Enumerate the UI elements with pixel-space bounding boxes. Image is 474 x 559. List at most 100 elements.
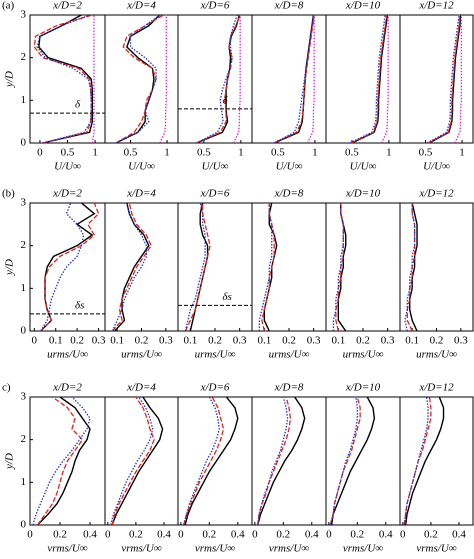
x-tick-label: 0.1 <box>49 335 63 347</box>
y-tick-label: 1 <box>21 94 27 106</box>
x-axis-label: U/U∞ <box>202 161 229 173</box>
panel-title: x/D=10 <box>345 0 381 12</box>
x-tick-label: 0.3 <box>307 335 321 347</box>
x-tick-label: 1 <box>312 147 318 159</box>
profile-line <box>40 203 100 331</box>
profile-line <box>232 15 241 143</box>
panel-title: x/D=12 <box>418 188 454 200</box>
x-axis-label: U/U∞ <box>128 161 155 173</box>
profile-line <box>159 15 167 143</box>
x-tick-label: 0 <box>400 529 406 541</box>
x-tick-label: 0.2 <box>350 529 364 541</box>
profile-line <box>115 15 161 143</box>
profile-line <box>349 15 386 143</box>
x-tick-label: 0.4 <box>379 529 393 541</box>
x-tick-label: 1 <box>238 147 244 159</box>
x-tick-label: 0.5 <box>419 147 433 159</box>
x-axis-label: urms/U∞ <box>195 349 236 361</box>
x-tick-label: 0.5 <box>61 147 75 159</box>
profile-line <box>403 397 432 525</box>
profile-line <box>196 15 241 143</box>
x-axis-label: urms/U∞ <box>47 349 88 361</box>
profile-line <box>404 203 416 331</box>
panel-title: x/D=2 <box>52 382 82 394</box>
plot-frame <box>177 202 253 332</box>
plot-frame <box>399 202 474 332</box>
profile-line <box>351 15 389 143</box>
x-axis-label: U/U∞ <box>423 161 450 173</box>
profile-line <box>184 203 206 331</box>
plot-frame <box>177 14 253 144</box>
x-axis-label: urms/U∞ <box>343 349 384 361</box>
panel-label: c) <box>2 382 11 394</box>
profile-line <box>257 397 289 525</box>
plot-frame <box>104 14 179 144</box>
profile-line <box>111 397 164 525</box>
profile-line <box>273 15 315 143</box>
x-axis-label: U/U∞ <box>276 161 303 173</box>
profile-line <box>337 203 347 331</box>
profile-line <box>40 203 96 331</box>
profile-line <box>330 397 376 525</box>
x-axis-label: urms/U∞ <box>121 349 162 361</box>
profile-line <box>184 397 239 525</box>
profile-line <box>36 15 92 143</box>
panel-title: x/D=4 <box>126 0 156 12</box>
x-tick-label: 0.2 <box>53 529 67 541</box>
y-tick-label: 3 <box>21 391 27 403</box>
x-tick-label: 0.2 <box>202 529 216 541</box>
x-tick-label: 0 <box>105 529 111 541</box>
x-axis-label: vrms/U∞ <box>195 543 235 555</box>
panel-title: x/D=10 <box>345 382 381 394</box>
panel-title: x/D=8 <box>274 382 304 394</box>
profile-line <box>115 15 161 143</box>
x-tick-label: 0.5 <box>271 147 285 159</box>
y-tick-label: 2 <box>21 51 27 63</box>
annotation: δ <box>75 99 81 111</box>
profile-line <box>273 15 315 143</box>
x-tick-label: 0.2 <box>70 335 84 347</box>
profile-line <box>91 15 95 143</box>
x-axis-label: vrms/U∞ <box>121 543 161 555</box>
x-tick-label: 0.2 <box>282 335 296 347</box>
y-axis-label: y/D <box>4 259 16 276</box>
plot-frame <box>399 14 474 144</box>
plot-frame <box>251 14 327 144</box>
profile-line <box>109 397 154 525</box>
x-tick-label: 0.2 <box>135 335 149 347</box>
profile-line <box>273 15 315 143</box>
annotation: δs <box>222 291 231 303</box>
x-tick-label: 0.4 <box>305 529 319 541</box>
panel-title: x/D=6 <box>200 0 230 12</box>
x-axis-label: urms/U∞ <box>269 349 310 361</box>
profile-line <box>36 397 84 525</box>
plot-frame <box>177 396 253 526</box>
profile-line <box>38 15 94 143</box>
x-tick-label: 0.2 <box>424 529 438 541</box>
panel-label: (b) <box>2 188 15 200</box>
x-tick-label: 0.2 <box>356 335 370 347</box>
profile-line <box>183 397 220 525</box>
profile-line <box>329 397 358 525</box>
panel-title: x/D=2 <box>52 188 82 200</box>
x-tick-label: 0 <box>252 529 258 541</box>
x-tick-label: 0.4 <box>452 529 466 541</box>
profile-line <box>428 15 461 143</box>
x-tick-label: 0.5 <box>124 147 138 159</box>
x-tick-label: 1 <box>92 147 98 159</box>
profile-line <box>426 15 460 143</box>
x-axis-label: vrms/U∞ <box>47 543 87 555</box>
x-tick-label: 1 <box>386 147 392 159</box>
panel-title: x/D=6 <box>200 382 230 394</box>
panel-title: x/D=10 <box>345 188 381 200</box>
x-tick-label: 0.5 <box>197 147 211 159</box>
x-tick-label: 0.5 <box>345 147 359 159</box>
profile-line <box>184 203 211 331</box>
x-tick-label: 0.3 <box>454 335 468 347</box>
x-tick-label: 0 <box>32 335 38 347</box>
x-axis-label: U/U∞ <box>54 161 81 173</box>
x-tick-label: 0 <box>27 529 33 541</box>
x-tick-label: 0 <box>326 529 332 541</box>
